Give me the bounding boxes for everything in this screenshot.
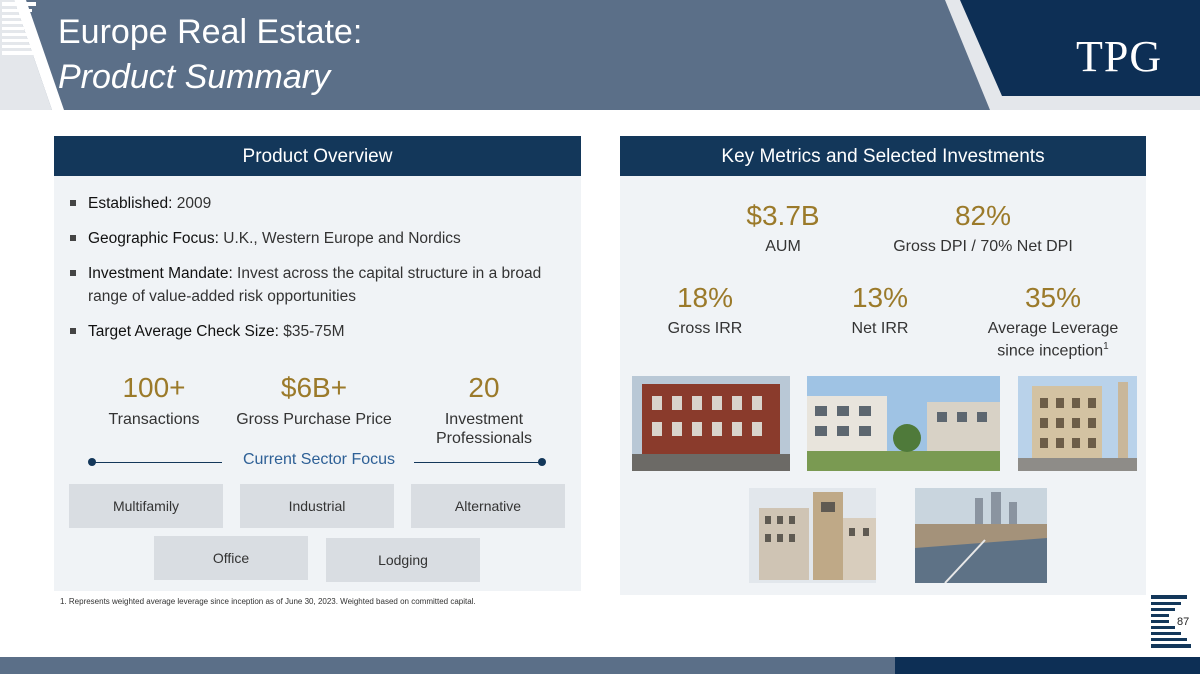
metric-label: AUM xyxy=(765,238,801,255)
red-brick-building-photo xyxy=(632,376,790,471)
bullet-check-size: Target Average Check Size: $35-75M xyxy=(70,320,570,343)
page-number: 87 xyxy=(1177,616,1190,628)
metric-value: $3.7B xyxy=(746,200,820,231)
sector-office: Office xyxy=(154,536,308,580)
metric-value: 82% xyxy=(954,200,1012,231)
stat-value: $6B+ xyxy=(280,372,348,403)
tpg-logo-icon xyxy=(2,2,40,55)
sector-industrial: Industrial xyxy=(240,484,394,528)
tpg-logo-text: TPG xyxy=(1076,32,1163,81)
footnote-marker: 1 xyxy=(1103,341,1109,352)
sector-alternative: Alternative xyxy=(411,484,565,528)
stat-gross-purchase-price: $6B+ Gross Purchase Price xyxy=(234,372,394,429)
metric-net-irr: 13% Net IRR xyxy=(830,282,930,338)
sector-multifamily: Multifamily xyxy=(69,484,223,528)
modern-apartments-photo xyxy=(807,376,1000,471)
london-skyline-photo xyxy=(915,488,1047,583)
footnote: 1. Represents weighted average leverage … xyxy=(60,597,476,606)
metric-value: 13% xyxy=(851,282,909,313)
stat-value: 20 xyxy=(468,372,500,403)
stat-label: Transactions xyxy=(108,411,200,428)
metric-label: Average Leverage since inception1 xyxy=(987,320,1119,360)
bullet-geographic-focus: Geographic Focus: U.K., Western Europe a… xyxy=(70,227,570,250)
metric-value: 35% xyxy=(1024,282,1082,313)
current-sector-focus-label: Current Sector Focus xyxy=(242,451,396,468)
metric-dpi: 82% Gross DPI / 70% Net DPI xyxy=(878,200,1088,256)
product-overview-heading: Product Overview xyxy=(54,136,581,176)
metric-gross-irr: 18% Gross IRR xyxy=(655,282,755,338)
metric-label: Net IRR xyxy=(851,320,909,337)
metric-label: Gross IRR xyxy=(667,320,743,337)
stat-label: Investment Professionals xyxy=(435,411,533,447)
focus-line-right-dot xyxy=(538,458,546,466)
stat-label: Gross Purchase Price xyxy=(236,411,392,428)
metric-aum: $3.7B AUM xyxy=(713,200,853,256)
page-title: Europe Real Estate: xyxy=(58,13,363,51)
key-metrics-heading: Key Metrics and Selected Investments xyxy=(620,136,1146,176)
focus-line-left xyxy=(92,462,222,463)
stat-investment-professionals: 20 Investment Professionals xyxy=(414,372,554,448)
tower-building-photo xyxy=(749,488,876,583)
classic-corner-building-photo xyxy=(1018,376,1137,471)
tpg-mark-icon xyxy=(1151,595,1191,648)
metric-average-leverage: 35% Average Leverage since inception1 xyxy=(978,282,1128,360)
sector-lodging: Lodging xyxy=(326,538,480,582)
header-band: Europe Real Estate: Product Summary TPG xyxy=(0,0,1200,110)
product-overview-panel: Product Overview Established: 2009 Geogr… xyxy=(54,136,581,591)
bullet-established: Established: 2009 xyxy=(70,192,570,215)
bottom-bar-accent xyxy=(895,657,1200,674)
metric-value: 18% xyxy=(676,282,734,313)
key-metrics-panel: Key Metrics and Selected Investments $3.… xyxy=(620,136,1146,595)
overview-bullets: Established: 2009 Geographic Focus: U.K.… xyxy=(70,192,570,355)
bullet-investment-mandate: Investment Mandate: Invest across the ca… xyxy=(70,262,570,308)
header-shapes xyxy=(0,0,1200,110)
metric-label: Gross DPI / 70% Net DPI xyxy=(893,238,1073,255)
stat-value: 100+ xyxy=(122,372,186,403)
page-subtitle: Product Summary xyxy=(58,58,331,96)
focus-line-right xyxy=(414,462,542,463)
stat-transactions: 100+ Transactions xyxy=(74,372,234,429)
